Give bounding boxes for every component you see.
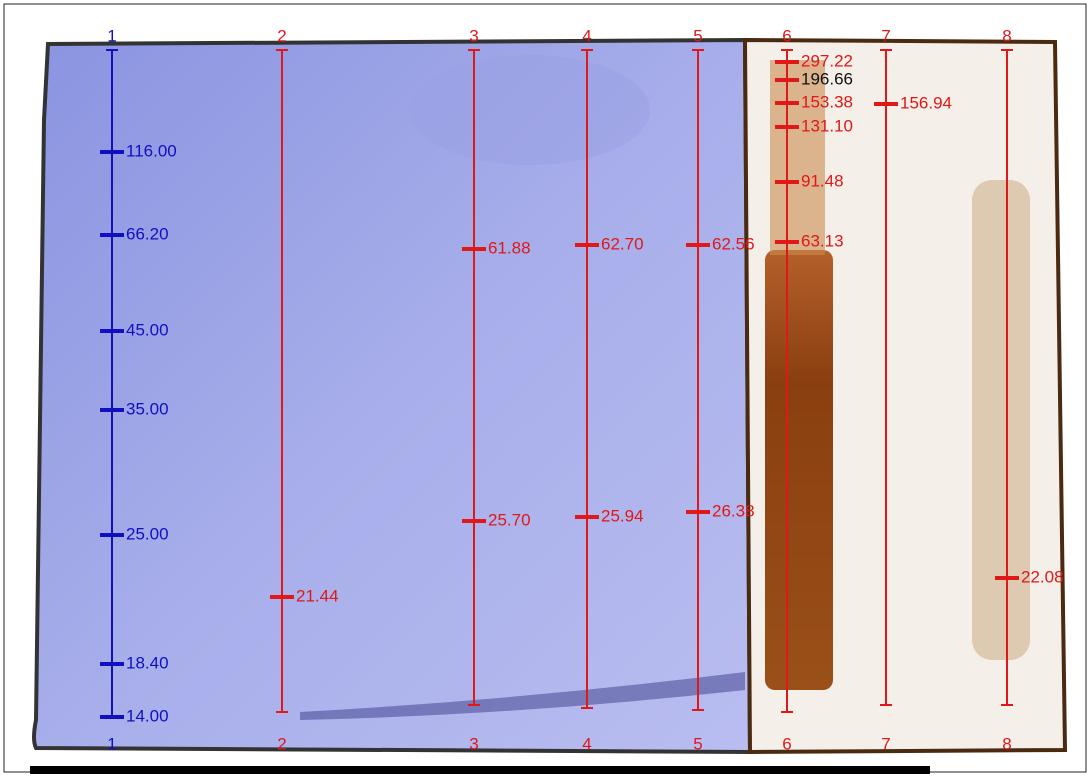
page: 11116.0066.2045.0035.0025.0018.4014.0022… [0, 0, 1091, 778]
band-label: 116.00 [126, 141, 177, 160]
band-label: 61.88 [488, 238, 531, 257]
band-label: 26.38 [712, 501, 755, 520]
band-label: 63.13 [801, 231, 844, 250]
lane-smear [765, 250, 833, 690]
band-label: 25.94 [601, 506, 644, 525]
gel-image: 11116.0066.2045.0035.0025.0018.4014.0022… [0, 0, 1091, 778]
lane-label: 5 [693, 734, 702, 753]
band-label: 25.00 [126, 524, 169, 543]
band-label: 35.00 [126, 399, 169, 418]
lane-label: 5 [693, 26, 702, 45]
lane-label: 6 [782, 734, 791, 753]
band-label: 22.08 [1021, 567, 1064, 586]
band-label: 25.70 [488, 510, 531, 529]
lane-smear [972, 180, 1030, 660]
lane-label: 7 [881, 26, 890, 45]
band-label: 62.56 [712, 234, 755, 253]
lane-label: 8 [1002, 734, 1011, 753]
band-label: 196.66 [801, 69, 853, 88]
lane-label: 7 [881, 734, 890, 753]
bottom-bar [30, 766, 930, 774]
lane-label: 2 [277, 26, 286, 45]
band-label: 297.22 [801, 51, 853, 70]
lane-label: 8 [1002, 26, 1011, 45]
band-label: 14.00 [126, 706, 169, 725]
band-label: 153.38 [801, 92, 853, 111]
gel-stain [410, 55, 650, 165]
band-label: 62.70 [601, 234, 644, 253]
lane-label: 2 [277, 734, 286, 753]
band-label: 66.20 [126, 224, 169, 243]
lane-label: 1 [107, 734, 116, 753]
band-label: 91.48 [801, 171, 844, 190]
lane-label: 3 [469, 734, 478, 753]
lane-label: 4 [582, 26, 591, 45]
lane-label: 3 [469, 26, 478, 45]
band-label: 45.00 [126, 320, 169, 339]
band-label: 21.44 [296, 586, 339, 605]
lane-label: 4 [582, 734, 591, 753]
band-label: 18.40 [126, 653, 169, 672]
band-label: 131.10 [801, 116, 853, 135]
band-label: 156.94 [900, 93, 952, 112]
lane-label: 6 [782, 26, 791, 45]
lane-label: 1 [107, 26, 116, 45]
lane-smear [770, 60, 825, 255]
